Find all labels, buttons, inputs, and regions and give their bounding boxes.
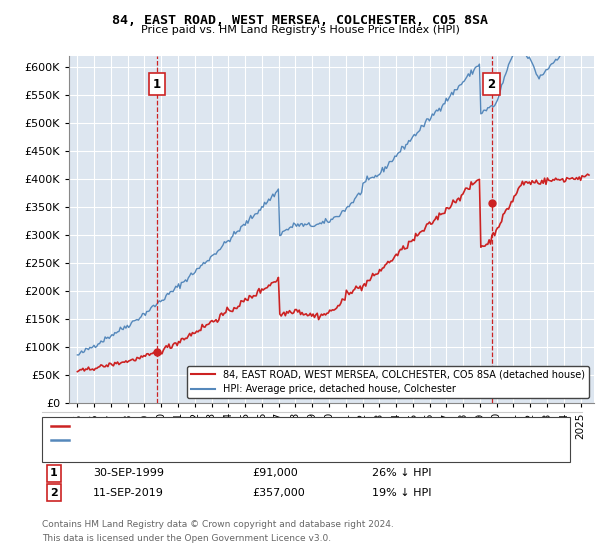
Text: 84, EAST ROAD, WEST MERSEA, COLCHESTER, CO5 8SA: 84, EAST ROAD, WEST MERSEA, COLCHESTER, … [112,14,488,27]
Legend: 84, EAST ROAD, WEST MERSEA, COLCHESTER, CO5 8SA (detached house), HPI: Average p: 84, EAST ROAD, WEST MERSEA, COLCHESTER, … [187,366,589,398]
Text: 2: 2 [488,77,496,91]
Text: 19% ↓ HPI: 19% ↓ HPI [372,488,431,498]
Text: 11-SEP-2019: 11-SEP-2019 [93,488,164,498]
Text: £91,000: £91,000 [252,468,298,478]
Text: 1: 1 [50,468,58,478]
Text: Price paid vs. HM Land Registry's House Price Index (HPI): Price paid vs. HM Land Registry's House … [140,25,460,35]
Text: 84, EAST ROAD, WEST MERSEA, COLCHESTER, CO5 8SA (detached house): 84, EAST ROAD, WEST MERSEA, COLCHESTER, … [72,421,458,431]
Text: HPI: Average price, detached house, Colchester: HPI: Average price, detached house, Colc… [72,435,321,445]
Text: 30-SEP-1999: 30-SEP-1999 [93,468,164,478]
Text: 1: 1 [153,77,161,91]
Text: 2: 2 [50,488,58,498]
Text: Contains HM Land Registry data © Crown copyright and database right 2024.: Contains HM Land Registry data © Crown c… [42,520,394,529]
Text: £357,000: £357,000 [252,488,305,498]
Text: 26% ↓ HPI: 26% ↓ HPI [372,468,431,478]
Text: This data is licensed under the Open Government Licence v3.0.: This data is licensed under the Open Gov… [42,534,331,543]
